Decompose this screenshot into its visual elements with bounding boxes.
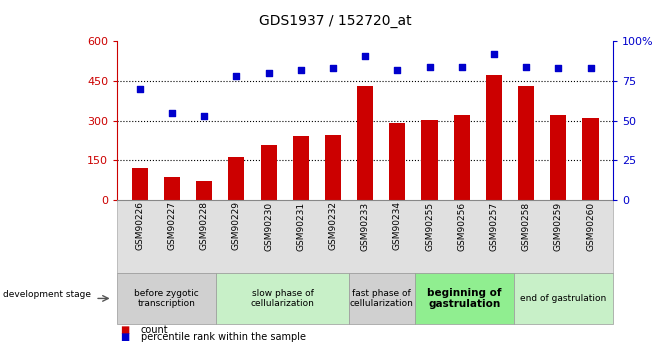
Bar [486,75,502,200]
Bar [132,168,148,200]
Text: count: count [141,325,168,335]
Text: fast phase of
cellularization: fast phase of cellularization [350,289,413,308]
Text: slow phase of
cellularization: slow phase of cellularization [251,289,314,308]
Text: GDS1937 / 152720_at: GDS1937 / 152720_at [259,14,411,28]
Bar [582,118,598,200]
Bar [325,135,341,200]
Text: ■: ■ [121,332,130,342]
Text: development stage: development stage [3,290,91,299]
Point [328,66,338,71]
Point [360,53,371,58]
Text: ■: ■ [121,325,130,335]
Text: percentile rank within the sample: percentile rank within the sample [141,332,306,342]
Text: beginning of
gastrulation: beginning of gastrulation [427,288,502,309]
Point [167,110,178,116]
Bar [164,177,180,200]
Point [231,73,242,79]
Point [392,67,403,73]
Bar [421,120,438,200]
Bar [518,86,534,200]
Bar [454,115,470,200]
Bar [196,181,212,200]
Point [263,70,274,76]
Bar [357,86,373,200]
Point [521,64,531,70]
Point [424,64,435,70]
Point [199,113,210,119]
Point [295,67,306,73]
Bar [261,145,277,200]
Point [585,66,596,71]
Bar [389,123,405,200]
Text: before zygotic
transcription: before zygotic transcription [135,289,199,308]
Bar [550,115,566,200]
Point [553,66,563,71]
Point [135,86,145,92]
Point [488,51,499,57]
Bar [228,157,245,200]
Text: end of gastrulation: end of gastrulation [521,294,606,303]
Bar [293,136,309,200]
Point [456,64,467,70]
